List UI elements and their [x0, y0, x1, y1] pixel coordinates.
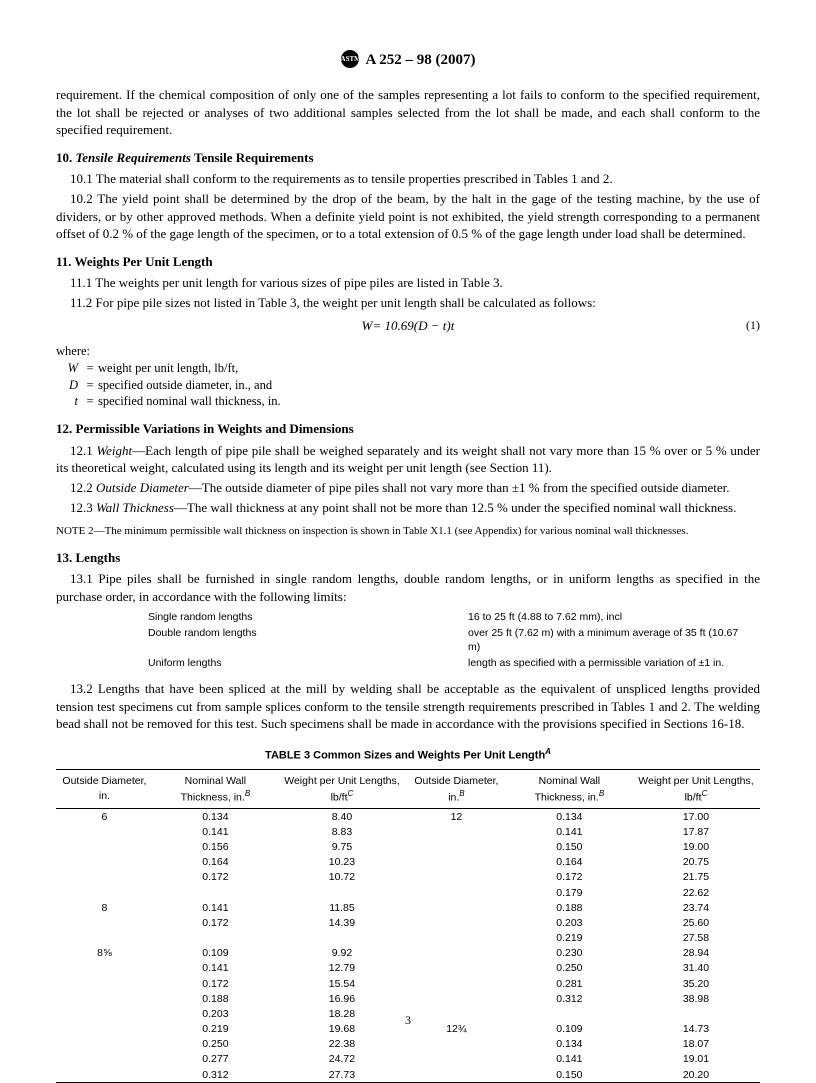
section-10-2: 10.2 The yield point shall be determined… — [56, 190, 760, 243]
section-12-1: 12.1 Weight—Each length of pipe pile sha… — [56, 442, 760, 477]
col-od1: Outside Diameter, in. — [56, 770, 153, 809]
page-header: ASTM A 252 – 98 (2007) — [56, 50, 760, 70]
col-wt2: Weight per Unit Lengths, lb/ftC — [632, 770, 760, 809]
lengths-row: Uniform lengthslength as specified with … — [148, 656, 758, 670]
table-row: 0.14112.790.25031.40 — [56, 961, 760, 976]
section-13-2: 13.2 Lengths that have been spliced at t… — [56, 680, 760, 733]
table-row: 0.21927.58 — [56, 931, 760, 946]
table-row: 0.25022.380.13418.07 — [56, 1037, 760, 1052]
where-row: W=weight per unit length, lb/ft, — [56, 360, 760, 377]
table-row: 0.17214.390.20325.60 — [56, 915, 760, 930]
lengths-row: Double random lengthsover 25 ft (7.62 m)… — [148, 626, 758, 654]
col-wt1: Weight per Unit Lengths, lb/ftC — [278, 770, 406, 809]
section-11-2: 11.2 For pipe pile sizes not listed in T… — [56, 294, 760, 312]
section-13-heading: 13. Lengths — [56, 549, 760, 567]
col-thk2: Nominal Wall Thickness, in.B — [507, 770, 632, 809]
section-11-heading: 11. Weights Per Unit Length — [56, 253, 760, 271]
section-10-heading: 10. Tensile Requirements Tensile Require… — [56, 149, 760, 167]
table-row: 0.1569.750.15019.00 — [56, 840, 760, 855]
lengths-row: Single random lengths16 to 25 ft (4.88 t… — [148, 610, 758, 624]
table-row: 0.17210.720.17221.75 — [56, 870, 760, 885]
table-row: 0.16410.230.16420.75 — [56, 855, 760, 870]
where-row: t=specified nominal wall thickness, in. — [56, 393, 760, 410]
table-row: 8⅝0.1099.920.23028.94 — [56, 946, 760, 961]
intro-paragraph: requirement. If the chemical composition… — [56, 86, 760, 139]
table-3: Outside Diameter, in. Nominal Wall Thick… — [56, 769, 760, 1083]
table-row: 0.17215.540.28135.20 — [56, 976, 760, 991]
page-number: 3 — [0, 1012, 816, 1028]
lengths-limits-table: Single random lengths16 to 25 ft (4.88 t… — [146, 608, 760, 673]
table-row: 0.17922.62 — [56, 885, 760, 900]
section-12-heading: 12. Permissible Variations in Weights an… — [56, 420, 760, 438]
note-2: NOTE 2—The minimum permissible wall thic… — [56, 524, 760, 539]
table-row: 60.1348.40120.13417.00 — [56, 809, 760, 825]
section-13-1: 13.1 Pipe piles shall be furnished in si… — [56, 570, 760, 605]
col-od2: Outside Diameter, in.B — [406, 770, 507, 809]
section-11-1: 11.1 The weights per unit length for var… — [56, 274, 760, 292]
table-row: 0.27724.720.14119.01 — [56, 1052, 760, 1067]
table-row: 0.18816.960.31238.98 — [56, 991, 760, 1006]
section-12-3: 12.3 Wall Thickness—The wall thickness a… — [56, 499, 760, 517]
section-10-1: 10.1 The material shall conform to the r… — [56, 170, 760, 188]
equation-1: W= 10.69(D − t)t (1) — [56, 317, 760, 335]
designation: A 252 – 98 (2007) — [365, 52, 475, 68]
astm-logo: ASTM — [341, 50, 359, 68]
table-row: 0.31227.730.15020.20 — [56, 1067, 760, 1083]
where-row: D=specified outside diameter, in., and — [56, 377, 760, 394]
table-row: 0.1418.830.14117.87 — [56, 824, 760, 839]
col-thk1: Nominal Wall Thickness, in.B — [153, 770, 278, 809]
where-block: where: W=weight per unit length, lb/ft,D… — [56, 343, 760, 411]
table-3-title: TABLE 3 Common Sizes and Weights Per Uni… — [56, 747, 760, 764]
table-row: 80.14111.850.18823.74 — [56, 900, 760, 915]
section-12-2: 12.2 Outside Diameter—The outside diamet… — [56, 479, 760, 497]
